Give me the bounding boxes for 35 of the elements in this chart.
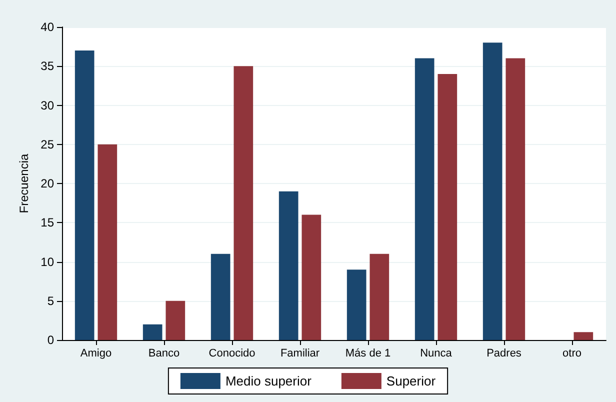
bar xyxy=(278,191,298,340)
x-tick-label: Familiar xyxy=(280,348,320,360)
legend-label: Superior xyxy=(386,374,436,388)
bar xyxy=(98,144,118,340)
x-tick-label: Nunca xyxy=(420,348,453,360)
x-tick-label: Padres xyxy=(486,348,522,360)
bar xyxy=(370,254,390,340)
bar xyxy=(506,58,526,340)
x-tick-label: Conocido xyxy=(208,348,256,360)
y-tick-label: 40 xyxy=(40,20,54,34)
y-axis-title: Frecuencia xyxy=(16,154,31,214)
y-tick-label: 10 xyxy=(40,254,54,269)
x-tick-label: otro xyxy=(562,348,582,360)
y-tick-label: 5 xyxy=(47,294,54,308)
x-tick-label: Banco xyxy=(148,348,180,360)
bar xyxy=(414,58,434,340)
bar xyxy=(234,66,254,340)
bar xyxy=(142,324,162,340)
y-tick-label: 20 xyxy=(40,176,54,190)
y-tick-label: 35 xyxy=(40,59,54,74)
bar xyxy=(346,270,366,340)
x-tick-label: Amigo xyxy=(80,348,112,360)
y-tick-label: 0 xyxy=(47,333,54,347)
bar xyxy=(302,214,322,340)
y-tick-label: 25 xyxy=(40,137,54,152)
bar xyxy=(210,254,230,340)
bar xyxy=(166,300,186,340)
bar xyxy=(574,332,594,340)
y-tick-label: 30 xyxy=(40,98,54,112)
bar xyxy=(482,42,502,340)
bar xyxy=(74,50,94,340)
legend-label: Medio superior xyxy=(225,374,312,388)
x-tick-label: Más de 1 xyxy=(345,348,391,360)
y-tick-label: 15 xyxy=(40,216,54,230)
bar xyxy=(438,74,458,340)
